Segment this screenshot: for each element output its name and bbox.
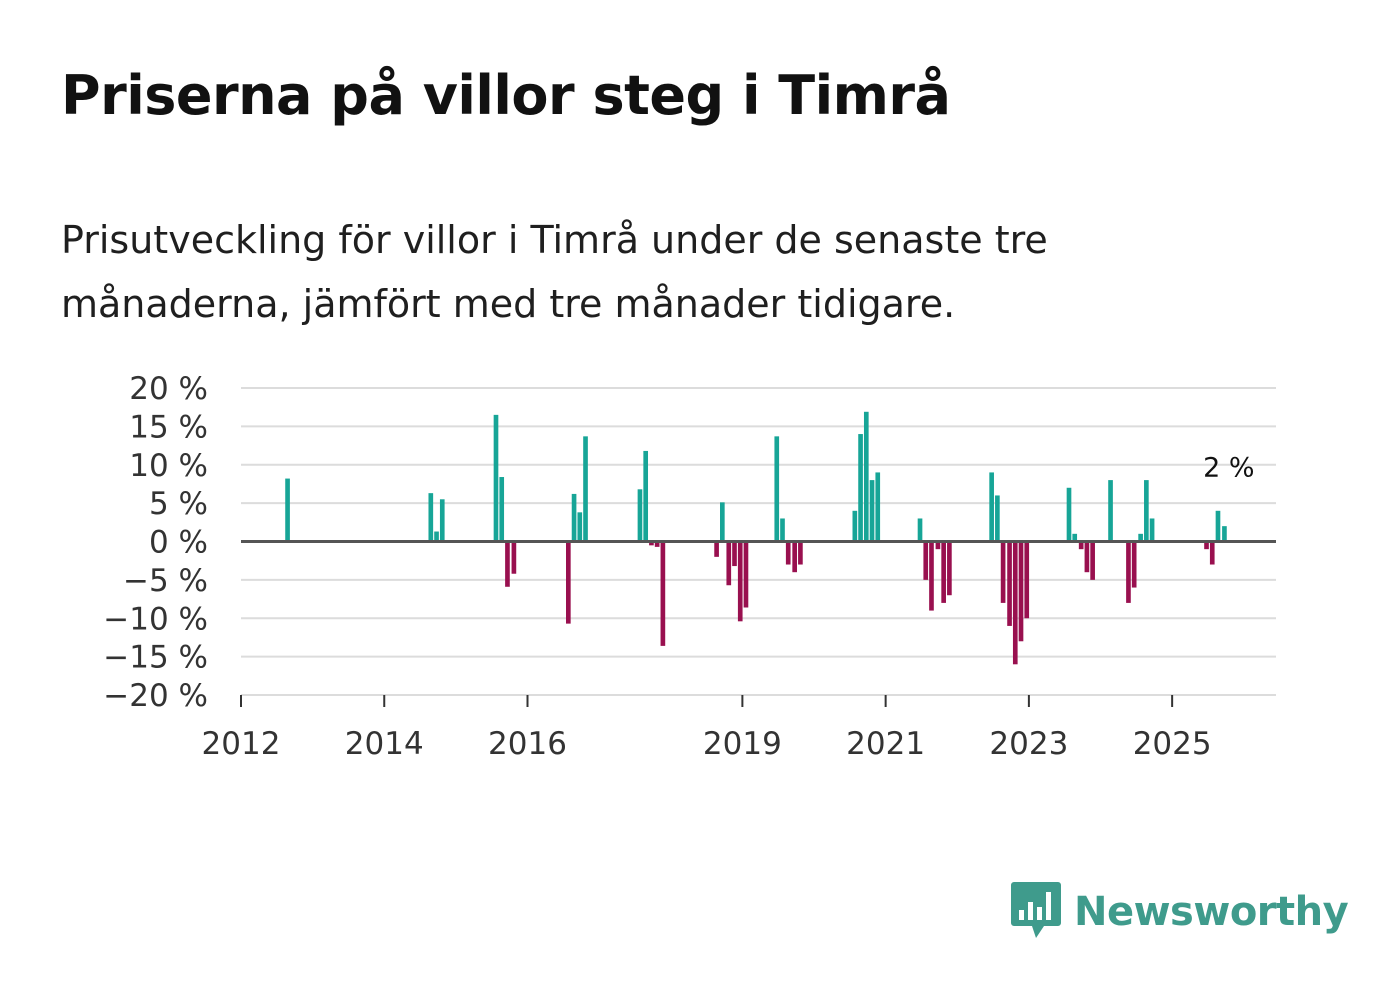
- bar: [583, 436, 588, 542]
- bar: [1018, 541, 1024, 642]
- x-tick-label: 2023: [989, 726, 1068, 762]
- bar: [493, 414, 499, 542]
- x-tick-label: 2019: [703, 726, 782, 762]
- y-tick-label: 10 %: [129, 448, 208, 484]
- bar: [737, 541, 743, 622]
- chart-subtitle: Prisutveckling för villor i Timrå under …: [61, 218, 1048, 326]
- bar: [941, 541, 946, 603]
- y-tick-label: −15 %: [103, 640, 208, 676]
- y-tick-label: 20 %: [129, 371, 208, 407]
- bar: [1024, 541, 1030, 619]
- bar: [637, 489, 643, 542]
- bar: [792, 541, 797, 573]
- x-tick-label: 2025: [1133, 726, 1212, 762]
- bar: [743, 541, 749, 608]
- bars: [285, 411, 1227, 665]
- bar: [1012, 541, 1018, 665]
- y-tick-label: −10 %: [103, 601, 208, 637]
- y-tick-label: −20 %: [103, 678, 208, 714]
- bar: [1084, 541, 1090, 573]
- bar: [726, 541, 732, 586]
- x-tick-label: 2014: [345, 726, 424, 762]
- bar: [935, 541, 941, 550]
- y-tick-label: −5 %: [123, 563, 208, 599]
- y-tick-label: 5 %: [149, 486, 208, 522]
- bar: [1138, 533, 1143, 542]
- x-axis: 2012 2014 2016 2019 2021 2023 2025: [202, 695, 1212, 762]
- bar: [1204, 541, 1209, 550]
- bar: [785, 541, 791, 565]
- bar: [929, 541, 934, 611]
- bar: [1090, 541, 1095, 580]
- bar: [1000, 541, 1006, 603]
- bar-chart: 20 %15 %10 %5 %0 %−5 %−10 %−15 %−20 % 20…: [103, 371, 1276, 762]
- bar: [780, 518, 785, 542]
- x-tick-label: 2016: [488, 726, 567, 762]
- bar: [720, 502, 725, 542]
- bar: [1126, 541, 1131, 603]
- bar: [1078, 541, 1084, 550]
- bar: [571, 493, 577, 542]
- bar: [285, 478, 290, 542]
- bar: [732, 541, 737, 567]
- bar: [1215, 510, 1221, 542]
- bar: [1131, 541, 1137, 588]
- bar: [1149, 518, 1155, 542]
- bar: [774, 436, 780, 542]
- bar: [660, 541, 666, 646]
- bar: [434, 531, 439, 542]
- bar: [566, 541, 571, 624]
- bar: [577, 512, 583, 542]
- bar: [1222, 526, 1227, 542]
- bar: [1007, 541, 1012, 626]
- bar: [1066, 487, 1072, 542]
- newsworthy-logo-icon: [1010, 880, 1062, 944]
- bar: [649, 541, 654, 546]
- last-value-annotation: 2 %: [1203, 452, 1254, 483]
- bar: [852, 510, 858, 542]
- bar: [875, 472, 881, 542]
- bar: [923, 541, 929, 580]
- bar: [499, 477, 505, 542]
- bar: [643, 450, 649, 542]
- bar: [654, 541, 660, 547]
- bar: [1108, 480, 1113, 542]
- bar: [798, 541, 803, 565]
- bar: [428, 493, 434, 542]
- brand-name: Newsworthy: [1074, 889, 1349, 935]
- x-tick-label: 2012: [202, 726, 281, 762]
- bar: [863, 411, 869, 542]
- x-tick-label: 2021: [846, 726, 925, 762]
- bar: [505, 541, 510, 587]
- bar: [869, 480, 875, 542]
- bar: [1072, 533, 1078, 542]
- bar: [1209, 541, 1215, 565]
- chart-title: Priserna på villor steg i Timrå: [61, 64, 951, 127]
- bar: [511, 541, 517, 574]
- bar: [714, 541, 719, 557]
- bar: [995, 495, 1000, 542]
- newsworthy-logo[interactable]: Newsworthy: [1010, 880, 1349, 944]
- y-tick-label: 0 %: [149, 525, 208, 561]
- bar: [439, 499, 445, 542]
- y-axis: 20 %15 %10 %5 %0 %−5 %−10 %−15 %−20 %: [103, 371, 208, 714]
- bar: [917, 518, 923, 542]
- bar: [1144, 480, 1149, 542]
- bar: [858, 434, 863, 542]
- y-tick-label: 15 %: [129, 409, 208, 445]
- bar: [947, 541, 952, 596]
- bar: [989, 472, 994, 542]
